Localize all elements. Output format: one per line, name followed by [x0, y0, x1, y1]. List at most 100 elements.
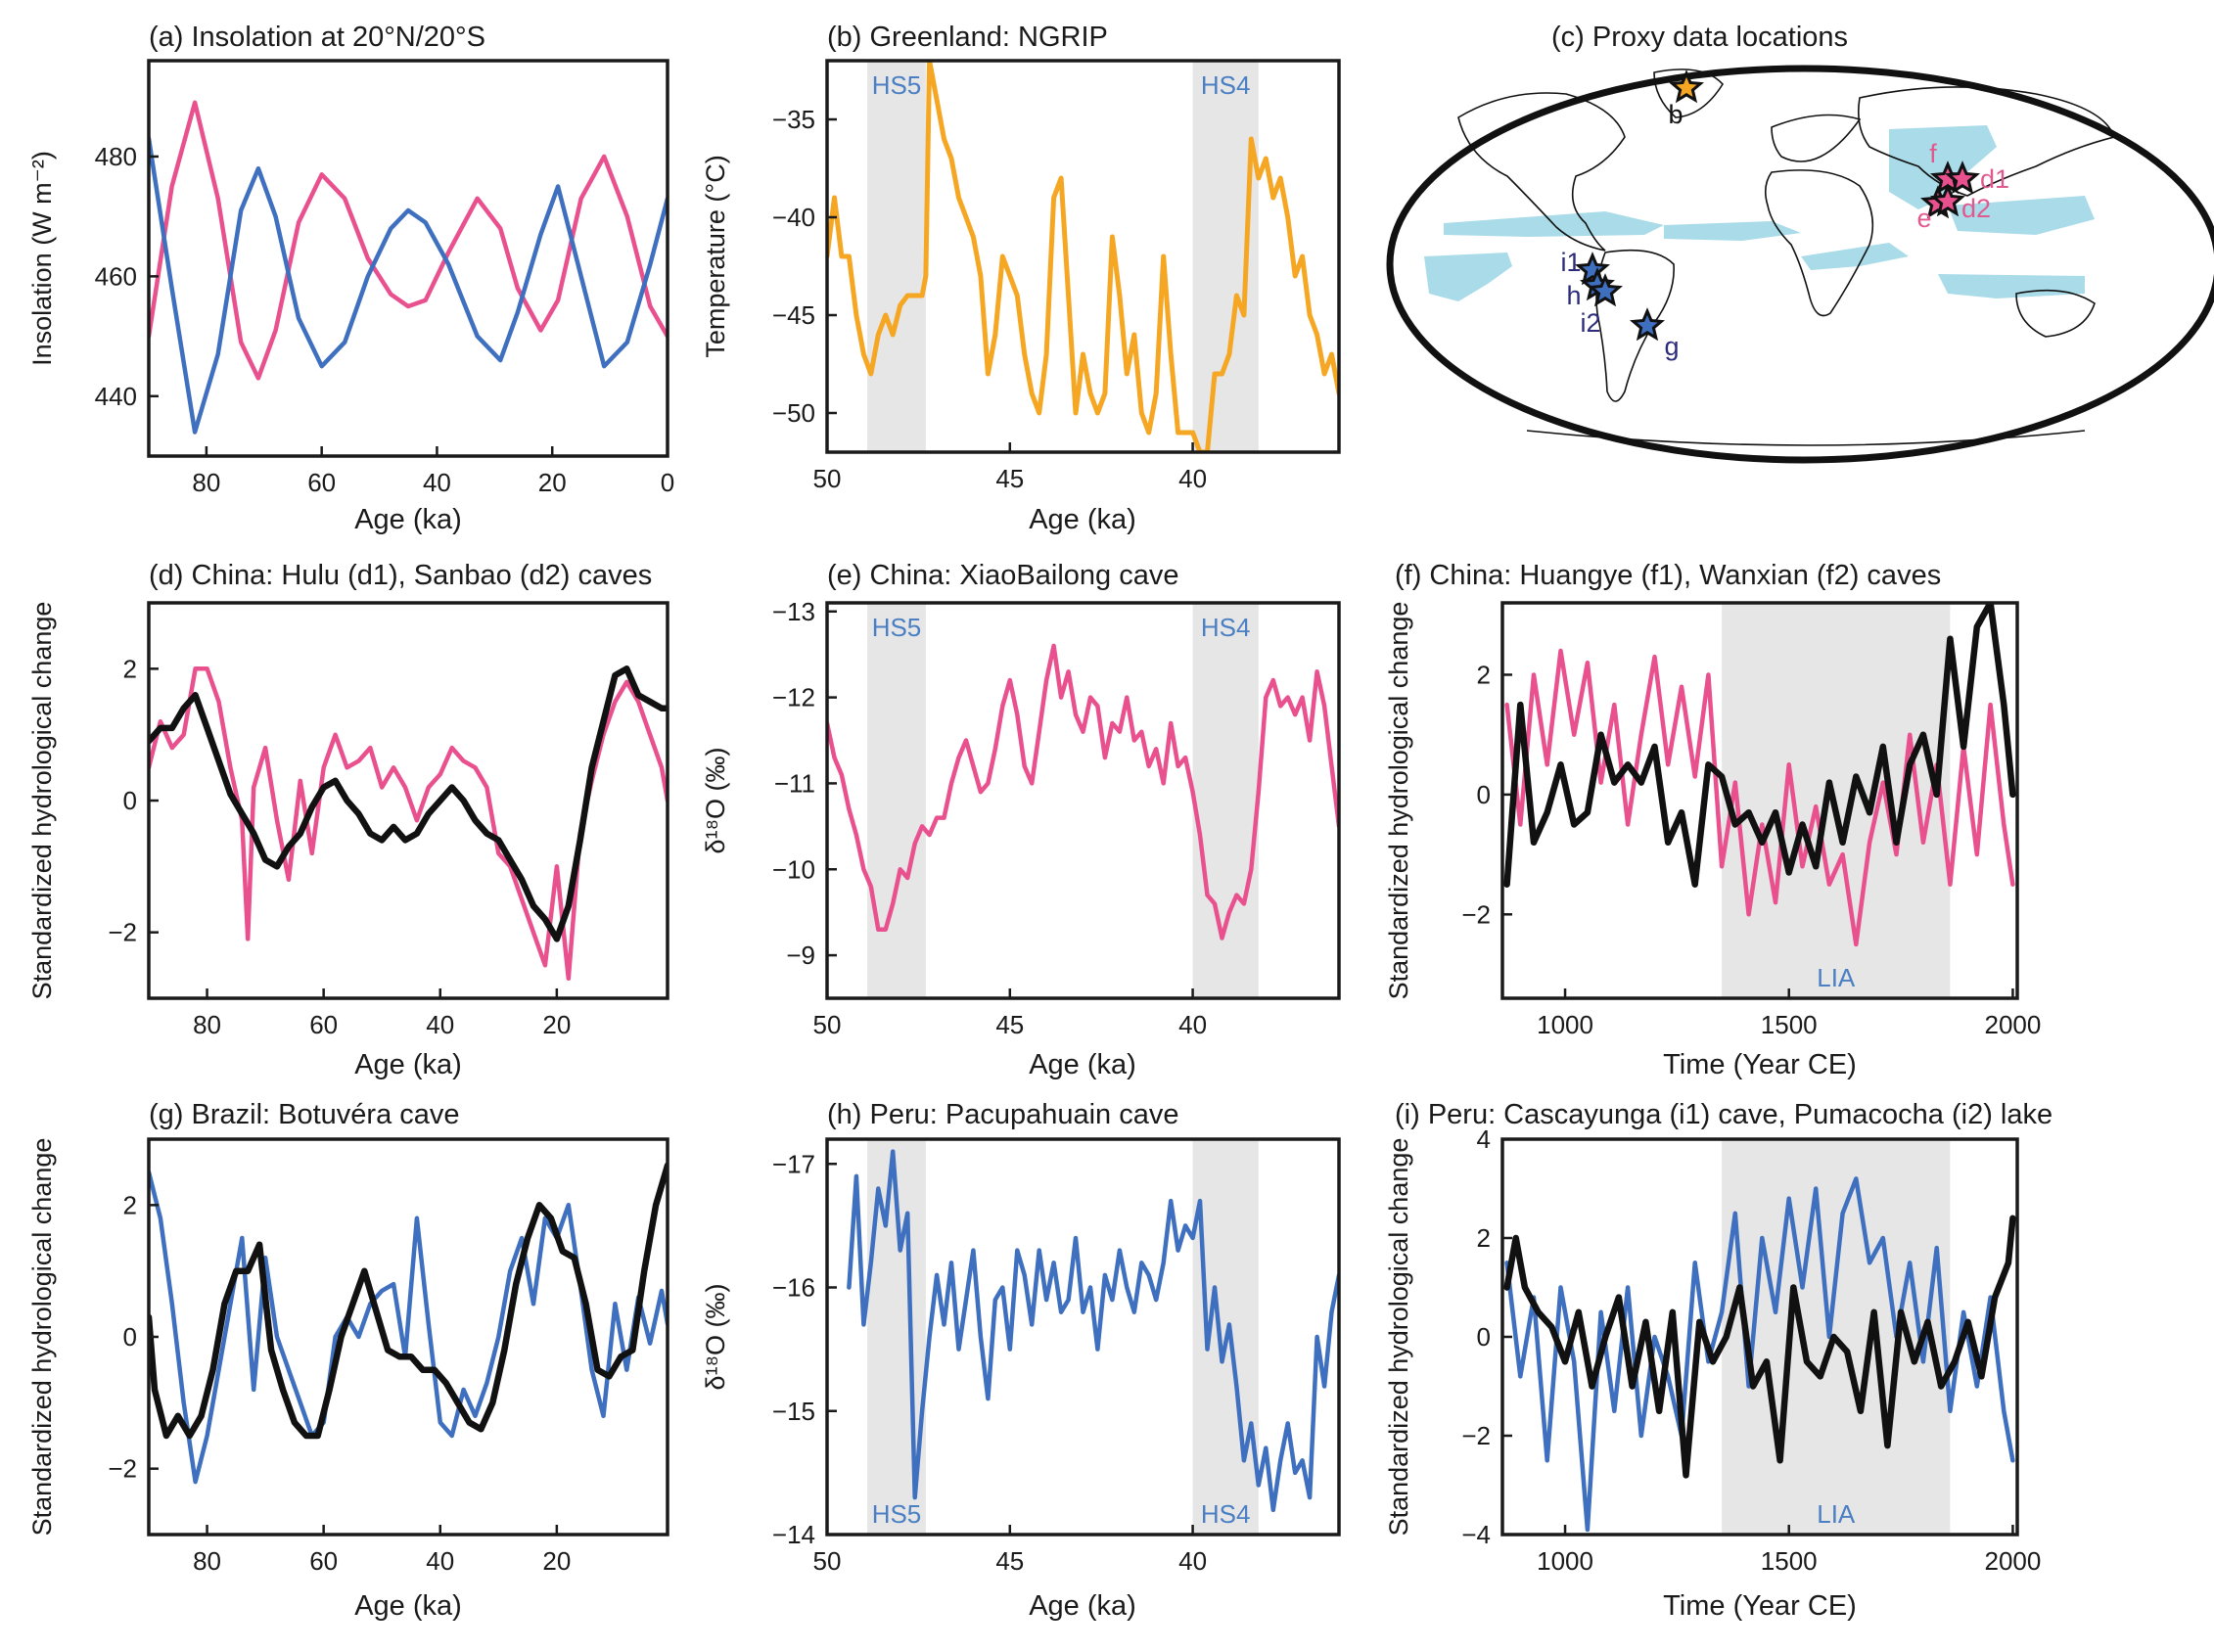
ytick-label-e-0: −13: [772, 597, 815, 626]
map-coast-europe: [1771, 114, 1862, 162]
map-coast-australia: [2015, 289, 2096, 338]
panel-f: (f) China: Huangye (f1), Wanxian (f2) ca…: [1384, 560, 2041, 1080]
panel-b-ylabel: Temperature (°C): [701, 155, 730, 357]
panel-d-ylabel: Standardized hydrological change: [27, 602, 57, 1000]
ytick-label-h-0: −17: [772, 1149, 815, 1178]
series-a-blue: [149, 136, 668, 435]
shade-label-h-0: HS5: [872, 1499, 922, 1529]
map-region-asia-monsoon: [1889, 125, 1997, 209]
xtick-label-i-2: 2000: [1985, 1546, 2042, 1576]
panel-h-xlabel: Age (ka): [1029, 1590, 1136, 1622]
xtick-label-b-2: 40: [1178, 464, 1207, 493]
panel-f-title: (f) China: Huangye (f1), Wanxian (f2) ca…: [1395, 560, 1941, 591]
panel-d: (d) China: Hulu (d1), Sanbao (d2) caves …: [27, 560, 669, 1080]
panel-h-title: (h) Peru: Pacupahuain cave: [827, 1099, 1179, 1130]
ytick-label-e-4: −9: [786, 941, 815, 970]
panel-h-plot: HS5 HS4 50 45 40 −17 −16 −15 −14: [772, 1139, 1339, 1576]
panel-d-title: (d) China: Hulu (d1), Sanbao (d2) caves: [149, 560, 652, 591]
panel-a-plot: 80 60 40 20 0 440 460 480: [95, 100, 674, 497]
series-a-pink: [149, 100, 668, 381]
ytick-label-g-1: 0: [123, 1322, 137, 1352]
series-i-black: [1503, 1215, 2016, 1479]
panel-d-xlabel: Age (ka): [354, 1049, 462, 1080]
panel-h-ylabel: δ¹⁸O (‰): [701, 1284, 730, 1391]
xtick-label-a-1: 60: [307, 468, 336, 497]
panel-e-frame: [825, 601, 1341, 1000]
panel-c: (c) Proxy data locations b f d1 e d2 i1 hi2 g: [1386, 22, 2214, 464]
site-label-e: e: [1916, 204, 1931, 233]
panel-e-xlabel: Age (ka): [1029, 1049, 1136, 1080]
map-region-indian-ocean: [1801, 243, 1909, 270]
shade-e-1: [1192, 603, 1259, 998]
ytick-label-b-0: −35: [772, 105, 815, 134]
map-sites: b f d1 e d2 i1 hi2 g: [1560, 69, 2009, 361]
ytick-label-i-4: −4: [1461, 1520, 1491, 1549]
xtick-label-i-0: 1000: [1537, 1546, 1593, 1576]
panel-i-ylabel: Standardized hydrological change: [1384, 1138, 1413, 1537]
panel-b-plot: HS5 HS4 50 45 40 −35 −40 −45 −50: [772, 61, 1339, 493]
map-region-s-pacific: [1938, 274, 2085, 298]
ytick-label-d-2: −2: [108, 918, 137, 947]
panel-a: (a) Insolation at 20°N/20°S 80 60 40 20 0 440…: [27, 22, 674, 535]
ytick-label-h-2: −15: [772, 1397, 815, 1426]
site-star-d1: [1944, 161, 1981, 195]
shade-b-0: [867, 61, 926, 452]
panel-e-ylabel: δ¹⁸O (‰): [701, 748, 730, 854]
shade-label-b-0: HS5: [872, 70, 922, 100]
ytick-label-b-1: −40: [772, 203, 815, 232]
shade-label-e-1: HS4: [1201, 613, 1251, 642]
site-label-d2: d2: [1961, 194, 1991, 223]
panel-b-title: (b) Greenland: NGRIP: [827, 22, 1108, 53]
site-label-b: b: [1668, 100, 1683, 129]
xtick-label-d-0: 80: [193, 1010, 221, 1039]
series-e-pink: [827, 643, 1339, 941]
series-h-blue: [847, 1149, 1339, 1513]
xtick-label-f-0: 1000: [1537, 1010, 1593, 1039]
panel-e-title: (e) China: XiaoBailong cave: [827, 560, 1178, 591]
ytick-label-a-1: 460: [95, 261, 137, 291]
panel-d-frame: [147, 601, 669, 1000]
xtick-label-d-3: 20: [542, 1010, 571, 1039]
ytick-label-i-0: 4: [1477, 1124, 1491, 1154]
panel-g-title: (g) Brazil: Botuvéra cave: [149, 1099, 460, 1130]
ytick-label-d-0: 2: [123, 654, 137, 683]
xtick-label-d-2: 40: [426, 1010, 454, 1039]
panel-a-ylabel: Insolation (W m⁻²): [27, 151, 57, 366]
ytick-label-f-1: 0: [1477, 780, 1491, 809]
panel-f-plot: LIA 1000 1500 2000 2 0 −2: [1461, 603, 2041, 1039]
shade-label-f-0: LIA: [1817, 963, 1856, 992]
ytick-label-b-2: −45: [772, 300, 815, 330]
ytick-label-a-2: 480: [95, 142, 137, 171]
panel-a-frame: [147, 59, 669, 458]
ytick-label-i-1: 2: [1477, 1223, 1491, 1253]
xtick-label-h-0: 50: [813, 1546, 842, 1576]
site-star-g: [1629, 307, 1666, 342]
map-coast-antarctica: [1526, 430, 2086, 446]
xtick-label-a-2: 40: [423, 468, 451, 497]
xtick-label-b-1: 45: [995, 464, 1024, 493]
site-star-i2: [1587, 273, 1624, 307]
site-label-h: h: [1566, 281, 1581, 310]
ytick-label-i-3: −2: [1461, 1421, 1491, 1450]
xtick-label-d-1: 60: [309, 1010, 338, 1039]
panel-a-title: (a) Insolation at 20°N/20°S: [149, 22, 485, 53]
ytick-label-e-1: −12: [772, 683, 815, 712]
series-d-black: [149, 665, 668, 942]
series-f-pink: [1504, 648, 2015, 947]
panel-c-title: (c) Proxy data locations: [1551, 22, 1848, 53]
xtick-label-f-2: 2000: [1985, 1010, 2042, 1039]
xtick-label-g-0: 80: [193, 1546, 221, 1576]
xtick-label-e-2: 40: [1178, 1010, 1207, 1039]
map-coastlines: [1457, 69, 2116, 446]
panel-i-title: (i) Peru: Cascayunga (i1) cave, Pumacoch…: [1395, 1099, 2053, 1130]
panel-g-ylabel: Standardized hydrological change: [27, 1138, 57, 1537]
xtick-label-g-2: 40: [426, 1546, 454, 1576]
xtick-label-i-1: 1500: [1761, 1546, 1818, 1576]
shade-label-i-0: LIA: [1817, 1499, 1856, 1529]
panel-f-ylabel: Standardized hydrological change: [1384, 602, 1413, 1000]
ytick-label-f-0: 2: [1477, 660, 1491, 689]
series-g-black: [149, 1162, 668, 1440]
site-star-b: [1668, 69, 1705, 104]
